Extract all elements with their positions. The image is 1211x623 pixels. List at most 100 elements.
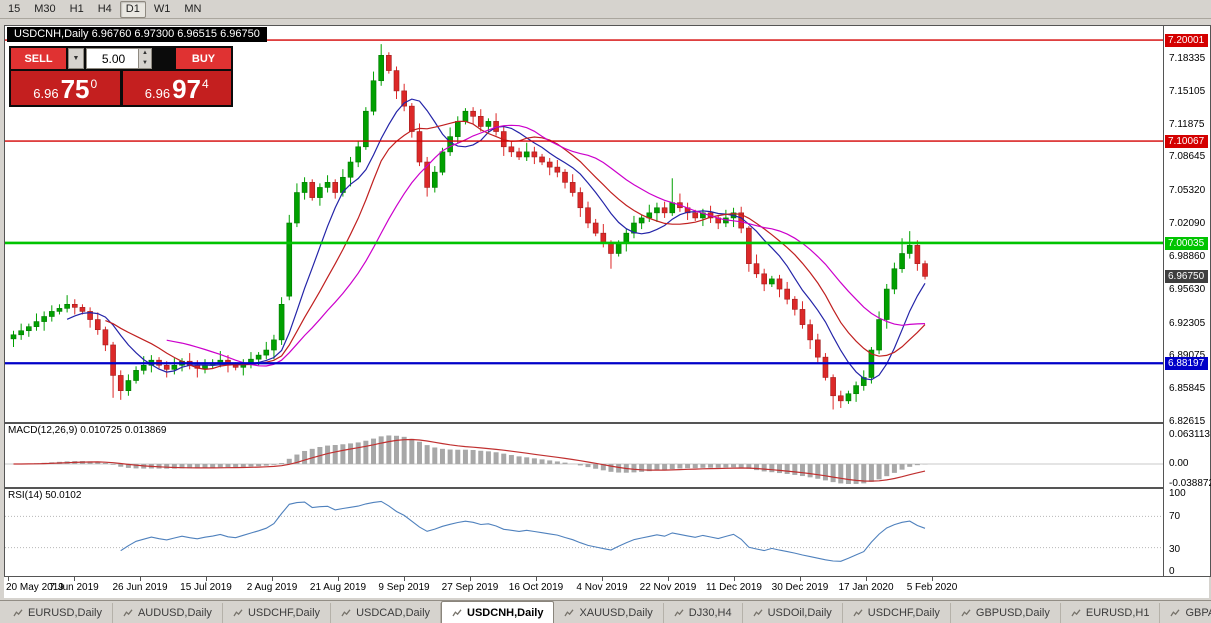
price-axis-label: 6.92305	[1169, 317, 1206, 329]
rsi-pane[interactable]: RSI(14) 50.0102	[4, 488, 1164, 577]
chart-tab-label: DJ30,H4	[688, 607, 732, 619]
chart-tab-eurusd-h1[interactable]: EURUSD,H1	[1061, 603, 1161, 623]
time-axis: 20 May 2019 7 Jun 2019 26 Jun 2019 15 Jul 2…	[4, 577, 1209, 598]
chart-tab-usdchf-daily[interactable]: USDCHF,Daily	[223, 603, 332, 623]
price-axis-label: 7.02090	[1169, 218, 1206, 230]
volume-input[interactable]	[87, 49, 151, 68]
chart-tab-bar: EURUSD,Daily AUDUSD,Daily USDCHF,Daily USDC…	[0, 600, 1211, 623]
chart-tab-usdcad-daily[interactable]: USDCAD,Daily	[331, 603, 442, 623]
time-axis-tick	[734, 577, 735, 581]
time-axis-label: 21 Aug 2019	[309, 582, 367, 593]
sell-price-main: 6.96	[33, 86, 59, 101]
sell-price[interactable]: 6.96 75 0	[11, 71, 120, 105]
chart-icon	[341, 609, 351, 617]
timeframe-toolbar: 15 M30 H1 H4 D1 W1 MN	[0, 0, 1211, 19]
chart-tab-label: USDCHF,Daily	[247, 607, 321, 619]
time-axis-label: 17 Jan 2020	[838, 582, 894, 593]
buy-price-main: 6.96	[144, 86, 171, 101]
chart-icon	[674, 609, 684, 617]
time-axis-tick	[470, 577, 471, 581]
chart-tab-audusd-daily[interactable]: AUDUSD,Daily	[113, 603, 223, 623]
chart-tab-gbpaud-h1[interactable]: GBPAUD,H1	[1160, 603, 1211, 623]
chart-icon	[753, 609, 763, 617]
volume-spinner: ▲ ▼	[138, 49, 151, 68]
chart-tab-xauusd-daily[interactable]: XAUUSD,Daily	[554, 603, 664, 623]
time-axis-label: 11 Dec 2019	[706, 582, 762, 593]
macd-axis-label: 0.063113	[1169, 429, 1210, 440]
chart-tab-usdoil-daily[interactable]: USDOil,Daily	[743, 603, 843, 623]
time-axis-tick	[602, 577, 603, 581]
price-axis-label: 7.15105	[1169, 85, 1206, 97]
timeframe-button-mn[interactable]: MN	[184, 2, 202, 15]
timeframe-button-15[interactable]: 15	[8, 2, 21, 15]
volume-increase-button[interactable]: ▲	[139, 49, 151, 59]
chart-icon	[13, 609, 23, 617]
rsi-axis-label: 0	[1169, 566, 1175, 577]
chart-icon	[233, 609, 243, 617]
rsi-axis-label: 30	[1169, 544, 1181, 555]
sell-price-point: 0	[90, 77, 98, 91]
chart-tab-label: EURUSD,H1	[1085, 607, 1150, 619]
timeframe-button-w1[interactable]: W1	[153, 2, 171, 15]
buy-price-pips: 97	[172, 74, 202, 104]
timeframe-button-h1[interactable]: H1	[69, 2, 84, 15]
chart-tab-label: AUDUSD,Daily	[137, 607, 212, 619]
rsi-axis-label: 100	[1169, 488, 1186, 499]
volume-decrease-button[interactable]: ▼	[139, 59, 151, 69]
time-axis-tick	[8, 577, 9, 581]
price-axis-label: 6.85845	[1169, 383, 1206, 395]
timeframe-button-d1[interactable]: D1	[119, 0, 146, 18]
sell-button[interactable]: SELL	[11, 48, 66, 69]
time-axis-label: 30 Dec 2019	[771, 582, 829, 593]
chart-icon	[961, 609, 971, 617]
macd-axis-label: 0.00	[1169, 458, 1189, 469]
spin-up-icon: ▲	[142, 50, 148, 56]
time-axis-label: 4 Nov 2019	[576, 582, 628, 593]
level-price-badge: 7.10067	[1165, 135, 1208, 149]
volume-field: ▲ ▼	[86, 48, 152, 69]
chart-icon	[452, 608, 462, 616]
chart-tab-label: GBPUSD,Daily	[975, 607, 1050, 619]
time-axis-label: 22 Nov 2019	[639, 582, 697, 593]
chart-tab-usdchf-daily[interactable]: USDCHF,Daily	[843, 603, 951, 623]
level-price-badge: 6.88197	[1165, 357, 1208, 371]
chart-tab-dj30-h4[interactable]: DJ30,H4	[664, 603, 743, 623]
chart-tab-label: EURUSD,Daily	[28, 607, 102, 619]
chart-icon	[123, 609, 133, 617]
chart-tab-gbpusd-daily[interactable]: GBPUSD,Daily	[951, 603, 1061, 623]
macd-pane[interactable]: MACD(12,26,9) 0.010725 0.013869	[4, 423, 1164, 488]
timeframe-button-m30[interactable]: M30	[34, 2, 56, 15]
buy-price[interactable]: 6.96 97 4	[122, 71, 231, 105]
time-axis-tick	[536, 577, 537, 581]
chart-tab-label: USDCAD,Daily	[356, 607, 431, 619]
timeframe-button-h4[interactable]: H4	[97, 2, 112, 15]
volume-dropdown-button[interactable]: ▼	[68, 48, 84, 69]
level-price-badge: 7.00035	[1165, 236, 1208, 250]
price-chart-pane[interactable]: USDCNH,Daily 6.96760 6.97300 6.96515 6.9…	[4, 25, 1164, 423]
price-axis-label: 7.05320	[1169, 185, 1206, 197]
rsi-header: RSI(14) 50.0102	[8, 490, 82, 501]
chart-tab-usdcnh-daily[interactable]: USDCNH,Daily	[441, 601, 555, 623]
price-axis-label: 6.89075	[1169, 350, 1206, 362]
caret-down-icon: ▼	[72, 55, 80, 62]
chart-tab-label: GBPAUD,H1	[1185, 607, 1211, 619]
candlestick-chart[interactable]	[5, 26, 1163, 422]
time-axis-label: 5 Feb 2020	[906, 582, 958, 593]
price-axis-label: 7.11875	[1169, 118, 1205, 130]
time-axis-tick	[206, 577, 207, 581]
time-axis-label: 16 Oct 2019	[508, 582, 564, 593]
macd-header: MACD(12,26,9) 0.010725 0.013869	[8, 425, 167, 436]
buy-button[interactable]: BUY	[176, 48, 231, 69]
chart-tab-eurusd-daily[interactable]: EURUSD,Daily	[3, 603, 113, 623]
level-price-badge: 7.20001	[1165, 34, 1208, 48]
price-scale: 7.18335 7.15105 7.11875 7.08645 7.05320 7.020…	[1164, 25, 1211, 577]
time-axis-label: 26 Jun 2019	[112, 582, 168, 593]
time-axis-label: 27 Sep 2019	[441, 582, 499, 593]
time-axis-tick	[668, 577, 669, 581]
price-axis-label: 6.98860	[1169, 250, 1206, 262]
time-axis-label: 15 Jul 2019	[180, 582, 232, 593]
time-axis-tick	[932, 577, 933, 581]
buy-price-point: 4	[202, 77, 209, 91]
macd-axis-label: -0.038872	[1169, 478, 1211, 489]
